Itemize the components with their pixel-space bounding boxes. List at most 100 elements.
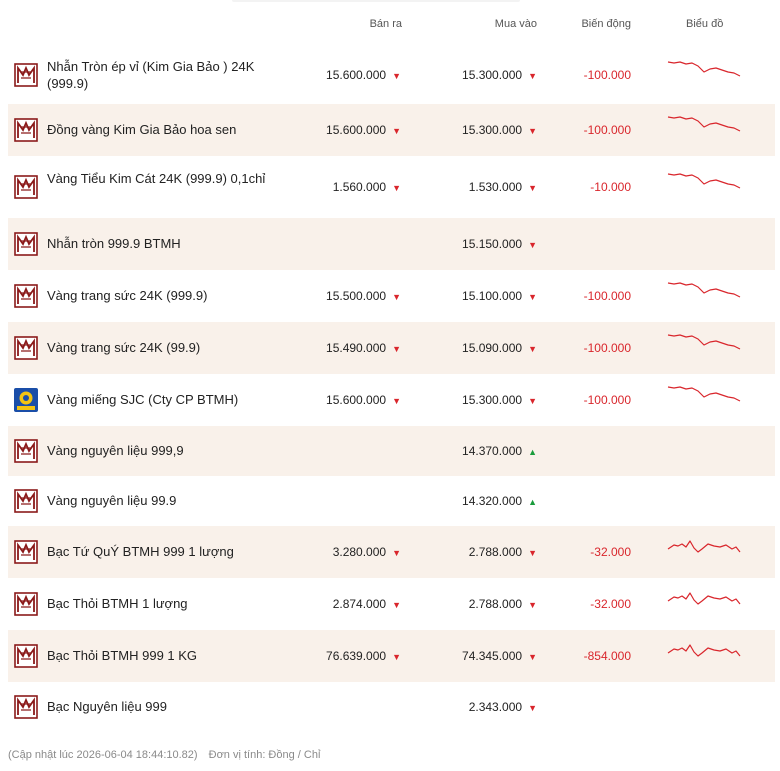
ban-ra-value: 1.560.000 ▼ bbox=[333, 180, 401, 194]
table-row[interactable]: Bạc Thỏi BTMH 1 lượng 2.874.000 ▼ 2.788.000… bbox=[8, 578, 775, 630]
mua-vao-value: 2.788.000 ▼ bbox=[469, 545, 537, 559]
mua-vao-number: 2.788.000 bbox=[468, 597, 523, 611]
header-bieu-do: Biểu đồ bbox=[686, 18, 724, 30]
mua-vao-value: 15.150.000 ▼ bbox=[462, 237, 537, 251]
ban-ra-value: 2.874.000 ▼ bbox=[333, 597, 401, 611]
mua-vao-number: 15.150.000 bbox=[462, 237, 523, 251]
header-ban-ra: Bán ra bbox=[369, 18, 402, 30]
mua-vao-value: 14.370.000 ▲ bbox=[462, 444, 537, 458]
btmh-logo-icon bbox=[14, 592, 38, 616]
btmh-logo-icon bbox=[14, 284, 38, 308]
mua-vao-number: 2.343.000 bbox=[468, 700, 523, 714]
mua-vao-number: 15.300.000 bbox=[462, 68, 523, 82]
mua-vao-number: 15.300.000 bbox=[462, 123, 523, 137]
ban-ra-number: 15.600.000 bbox=[326, 123, 387, 137]
footer: (Cập nhật lúc 2026-06-04 18:44:10.82) Đơ… bbox=[8, 749, 328, 761]
btmh-logo-icon bbox=[14, 63, 38, 87]
ban-ra-number: 1.560.000 bbox=[332, 180, 387, 194]
product-name: Nhẫn tròn 999.9 BTMH bbox=[47, 236, 181, 251]
mua-vao-number: 1.530.000 bbox=[468, 180, 523, 194]
trend-sparkline[interactable] bbox=[666, 383, 742, 413]
table-row[interactable]: Bạc Thỏi BTMH 999 1 KG 76.639.000 ▼ 74.345.… bbox=[8, 630, 775, 682]
sjc-logo-icon bbox=[14, 388, 38, 412]
product-name: Nhẫn Tròn ép vỉ (Kim Gia Bảo ) 24K (999.… bbox=[47, 59, 255, 91]
trend-sparkline[interactable] bbox=[666, 58, 742, 88]
triangle-down-icon: ▼ bbox=[392, 652, 401, 662]
ban-ra-value: 3.280.000 ▼ bbox=[333, 545, 401, 559]
product-name: Bạc Thỏi BTMH 999 1 KG bbox=[47, 648, 198, 663]
ban-ra-value: 15.500.000 ▼ bbox=[326, 289, 401, 303]
triangle-down-icon: ▼ bbox=[392, 71, 401, 81]
product-name: Vàng Tiểu Kim Cát 24K (999.9) 0,1chỉ bbox=[47, 171, 266, 186]
table-row[interactable]: Vàng trang sức 24K (999.9) 15.500.000 ▼ 15.… bbox=[8, 270, 775, 322]
triangle-down-icon: ▼ bbox=[528, 71, 537, 81]
price-table: Nhẫn Tròn ép vỉ (Kim Gia Bảo ) 24K (999.… bbox=[8, 46, 775, 732]
bien-dong-value: -100.000 bbox=[583, 289, 631, 303]
product-name: Vàng nguyên liệu 99.9 bbox=[47, 493, 177, 508]
ban-ra-number: 76.639.000 bbox=[326, 649, 387, 663]
unit-note: Đơn vị tính: Đồng / Chỉ bbox=[208, 749, 321, 761]
triangle-down-icon: ▼ bbox=[392, 396, 401, 406]
table-row[interactable]: Nhẫn tròn 999.9 BTMH 15.150.000 ▼ bbox=[8, 218, 775, 270]
triangle-down-icon: ▼ bbox=[528, 600, 537, 610]
trend-sparkline[interactable] bbox=[666, 331, 742, 361]
mua-vao-number: 74.345.000 bbox=[462, 649, 523, 663]
bien-dong-value: -100.000 bbox=[583, 341, 631, 355]
btmh-logo-icon bbox=[14, 336, 38, 360]
mua-vao-value: 15.300.000 ▼ bbox=[462, 123, 537, 137]
triangle-down-icon: ▼ bbox=[392, 548, 401, 558]
mua-vao-value: 2.788.000 ▼ bbox=[469, 597, 537, 611]
table-row[interactable]: Vàng trang sức 24K (99.9) 15.490.000 ▼ 15.0… bbox=[8, 322, 775, 374]
mua-vao-number: 15.090.000 bbox=[462, 341, 523, 355]
trend-sparkline[interactable] bbox=[666, 535, 742, 565]
mua-vao-number: 2.788.000 bbox=[468, 545, 523, 559]
mua-vao-value: 15.090.000 ▼ bbox=[462, 341, 537, 355]
header-mua-vao: Mua vào bbox=[494, 18, 537, 30]
mua-vao-value: 14.320.000 ▲ bbox=[462, 494, 537, 508]
product-name: Vàng miếng SJC (Cty CP BTMH) bbox=[47, 392, 239, 407]
top-tab-strip bbox=[232, 0, 520, 2]
triangle-down-icon: ▼ bbox=[528, 652, 537, 662]
product-name: Vàng trang sức 24K (999.9) bbox=[47, 288, 208, 303]
mua-vao-value: 15.100.000 ▼ bbox=[462, 289, 537, 303]
btmh-logo-icon bbox=[14, 489, 38, 513]
bien-dong-value: -854.000 bbox=[583, 649, 631, 663]
trend-sparkline[interactable] bbox=[666, 113, 742, 143]
trend-sparkline[interactable] bbox=[666, 639, 742, 669]
triangle-down-icon: ▼ bbox=[392, 344, 401, 354]
triangle-down-icon: ▼ bbox=[392, 292, 401, 302]
table-header: Bán ra Mua vào Biến động Biểu đồ bbox=[0, 18, 780, 38]
ban-ra-value: 15.490.000 ▼ bbox=[326, 341, 401, 355]
btmh-logo-icon bbox=[14, 439, 38, 463]
triangle-down-icon: ▼ bbox=[528, 292, 537, 302]
trend-sparkline[interactable] bbox=[666, 279, 742, 309]
mua-vao-value: 2.343.000 ▼ bbox=[469, 700, 537, 714]
table-row[interactable]: Nhẫn Tròn ép vỉ (Kim Gia Bảo ) 24K (999.… bbox=[8, 46, 775, 104]
ban-ra-number: 3.280.000 bbox=[332, 545, 387, 559]
table-row[interactable]: Đồng vàng Kim Gia Bảo hoa sen 15.600.000 ▼… bbox=[8, 104, 775, 156]
ban-ra-value: 15.600.000 ▼ bbox=[326, 393, 401, 407]
table-row[interactable]: Bạc Nguyên liệu 999 2.343.000 ▼ bbox=[8, 682, 775, 732]
mua-vao-value: 15.300.000 ▼ bbox=[462, 393, 537, 407]
triangle-down-icon: ▼ bbox=[528, 344, 537, 354]
mua-vao-value: 1.530.000 ▼ bbox=[469, 180, 537, 194]
bien-dong-value: -10.000 bbox=[590, 180, 631, 194]
table-row[interactable]: Vàng miếng SJC (Cty CP BTMH) 15.600.000 ▼ 1… bbox=[8, 374, 775, 426]
mua-vao-number: 15.100.000 bbox=[462, 289, 523, 303]
table-row[interactable]: Vàng Tiểu Kim Cát 24K (999.9) 0,1chỉ 1.56… bbox=[8, 156, 775, 218]
product-name: Vàng nguyên liệu 999,9 bbox=[47, 443, 184, 458]
bien-dong-value: -32.000 bbox=[590, 545, 631, 559]
btmh-logo-icon bbox=[14, 695, 38, 719]
table-row[interactable]: Vàng nguyên liệu 999,9 14.370.000 ▲ bbox=[8, 426, 775, 476]
table-row[interactable]: Vàng nguyên liệu 99.9 14.320.000 ▲ bbox=[8, 476, 775, 526]
product-name: Vàng trang sức 24K (99.9) bbox=[47, 340, 201, 355]
mua-vao-value: 74.345.000 ▼ bbox=[462, 649, 537, 663]
triangle-down-icon: ▼ bbox=[528, 548, 537, 558]
triangle-down-icon: ▼ bbox=[528, 240, 537, 250]
bien-dong-value: -100.000 bbox=[583, 123, 631, 137]
trend-sparkline[interactable] bbox=[666, 170, 742, 200]
triangle-down-icon: ▼ bbox=[528, 183, 537, 193]
updated-time: (Cập nhật lúc 2026-06-04 18:44:10.82) bbox=[8, 749, 198, 761]
trend-sparkline[interactable] bbox=[666, 587, 742, 617]
table-row[interactable]: Bạc Tứ QuÝ BTMH 999 1 lượng 3.280.000 ▼ 2.7… bbox=[8, 526, 775, 578]
